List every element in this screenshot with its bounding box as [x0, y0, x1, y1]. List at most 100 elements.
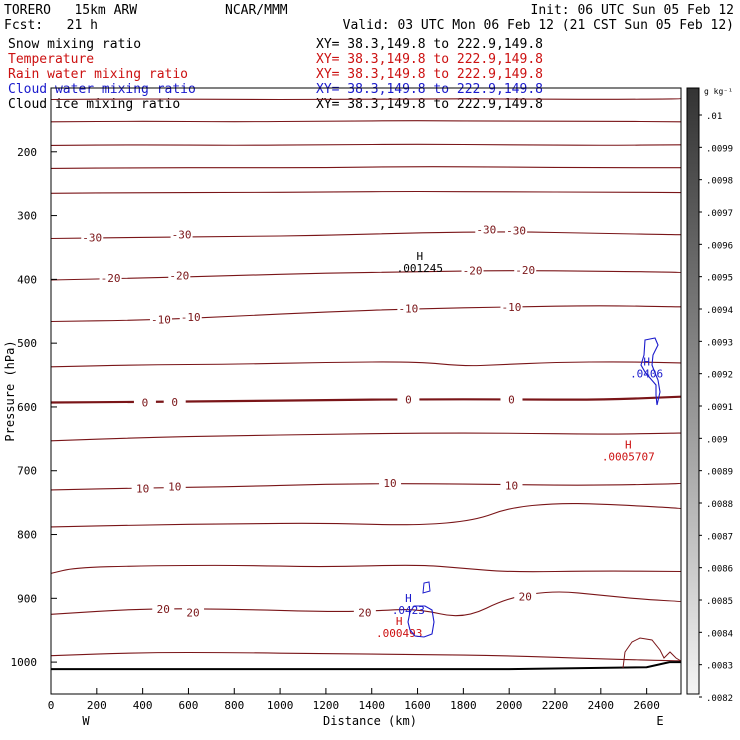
legend-xy: XY= 38.3,149.8 to 222.9,149.8	[316, 37, 543, 52]
colorbar-label: .0098	[706, 177, 733, 187]
isotherm-line	[50, 564, 682, 574]
colorbar-label: .0097	[706, 209, 733, 219]
forecast-hour: Fcst: 21 h	[4, 18, 98, 33]
isotherm-label-background	[397, 302, 420, 314]
maximum-marker: H	[625, 438, 632, 451]
cloud-water-contour-central	[407, 605, 435, 638]
isotherm-label-background	[133, 396, 156, 408]
legend: Snow mixing ratio XY= 38.3,149.8 to 222.9…	[8, 37, 543, 112]
isotherm-label-background	[500, 479, 523, 491]
isotherm-label: -20	[169, 270, 189, 283]
isotherm-label-background	[163, 480, 186, 492]
isotherm-label-background	[168, 269, 191, 281]
legend-label: Rain water mixing ratio	[8, 67, 188, 82]
colorbar-label: .0083	[706, 662, 733, 672]
isotherm-label-background	[514, 590, 537, 602]
distance-axis: 0 200 400 600 800 1000 1200 1400 1600 1800 2000 220…	[48, 688, 660, 712]
x-tick-label: 1000	[267, 699, 294, 712]
isotherm-line	[50, 166, 681, 169]
colorbar-label: .0089	[706, 468, 733, 478]
isotherm-label-background	[461, 264, 484, 276]
init-time: Init: 06 UTC Sun 05 Feb 12	[531, 3, 735, 18]
model-title: TORERO 15km ARW	[4, 3, 137, 18]
colorbar-unit: g kg⁻¹	[704, 87, 733, 96]
x-tick-label: 2200	[542, 699, 569, 712]
x-tick-label: 1600	[404, 699, 431, 712]
legend-xy: XY= 38.3,149.8 to 222.9,149.8	[316, 82, 543, 97]
y-axis-label: Pressure (hPa)	[3, 340, 17, 441]
isotherm-line	[50, 432, 682, 442]
isotherm-label-background	[514, 263, 537, 275]
plot-frame	[50, 87, 682, 695]
terrain-surface	[51, 661, 681, 671]
x-axis-east-label: E	[656, 714, 663, 728]
isotherm-label: -30	[476, 224, 496, 237]
isotherm-label: 10	[505, 479, 518, 492]
maximum-value: .000493	[376, 627, 422, 640]
y-tick-label: 800	[17, 529, 37, 542]
isotherm-label-background	[179, 311, 202, 323]
maximum-value: .0423	[392, 604, 425, 617]
isotherm-label-background	[163, 395, 186, 407]
isotherm--30	[50, 231, 682, 240]
plot-area: -30 -30 -30 -30-20 -20 -20 -20-10 -10-10 -100 0 0 0…	[11, 87, 682, 712]
isotherm-label-background	[170, 228, 193, 240]
y-tick-label: 900	[17, 592, 37, 605]
colorbar-label: .0094	[706, 306, 733, 316]
isotherm-label-background	[353, 606, 376, 618]
isotherm-label: -30	[506, 224, 526, 237]
terrain-bump-east	[622, 637, 682, 669]
colorbar-label: .0096	[706, 241, 733, 251]
isotherm-line	[50, 143, 682, 146]
colorbar-label: .0095	[706, 274, 733, 284]
colorbar-label: .0093	[706, 338, 733, 348]
maximum-value: .0005707	[602, 450, 655, 463]
isotherm-label: 20	[519, 590, 532, 603]
isotherm-label-background	[99, 272, 122, 284]
temperature-isotherms: -30 -30 -30 -30 -20 -20 -20 -20 -10 -10 -10 -10 0 0 0 0…	[50, 98, 682, 662]
isotherm-label-background	[500, 393, 523, 405]
isotherm-label-background	[152, 603, 175, 615]
valid-time: Valid: 03 UTC Mon 06 Feb 12 (21 CST Sun …	[343, 18, 734, 33]
colorbar-strip	[686, 87, 700, 695]
isotherm-label-background	[379, 476, 402, 488]
ground-line	[51, 661, 681, 671]
colorbar-label: .0084	[706, 629, 733, 639]
y-tick-label: 500	[17, 337, 37, 350]
isotherm-label-background	[500, 300, 523, 312]
x-tick-label: 0	[48, 699, 55, 712]
isotherm--20	[50, 270, 682, 281]
y-tick-label: 600	[17, 401, 37, 414]
x-tick-label: 400	[133, 699, 153, 712]
isotherm-label: 0	[508, 393, 515, 406]
cloud-water-contour-east	[640, 337, 661, 406]
colorbar-label: .0082	[706, 694, 733, 704]
isotherm--10	[50, 305, 682, 323]
isotherm-label: 0	[171, 396, 178, 409]
isotherm-label: 0	[405, 393, 412, 406]
legend-xy: XY= 38.3,149.8 to 222.9,149.8	[316, 97, 543, 112]
isotherm-label-background	[149, 313, 172, 325]
maximum-marker: H	[417, 250, 424, 263]
maximum-marker: H	[405, 592, 412, 605]
y-tick-label: 700	[17, 465, 37, 478]
isotherm-label: -20	[515, 264, 535, 277]
colorbar-label: .0085	[706, 597, 733, 607]
y-tick-label: 300	[17, 210, 37, 223]
isotherm-label: 20	[157, 603, 170, 616]
isotherm-label: -10	[398, 303, 418, 316]
isotherm-label: -20	[463, 264, 483, 277]
colorbar-label: .0087	[706, 532, 733, 542]
x-axis-label: Distance (km)	[323, 714, 417, 728]
x-tick-label: 600	[179, 699, 199, 712]
maximum-value: .001245	[397, 262, 443, 275]
colorbar-label: .0091	[706, 403, 733, 413]
isotherm-line	[50, 120, 682, 123]
colorbar-label: .0099	[706, 144, 733, 154]
x-tick-label: 2000	[496, 699, 523, 712]
colorbar-label: .0092	[706, 371, 733, 381]
colorbar-label: .0088	[706, 500, 733, 510]
isotherm-label: 10	[136, 483, 149, 496]
